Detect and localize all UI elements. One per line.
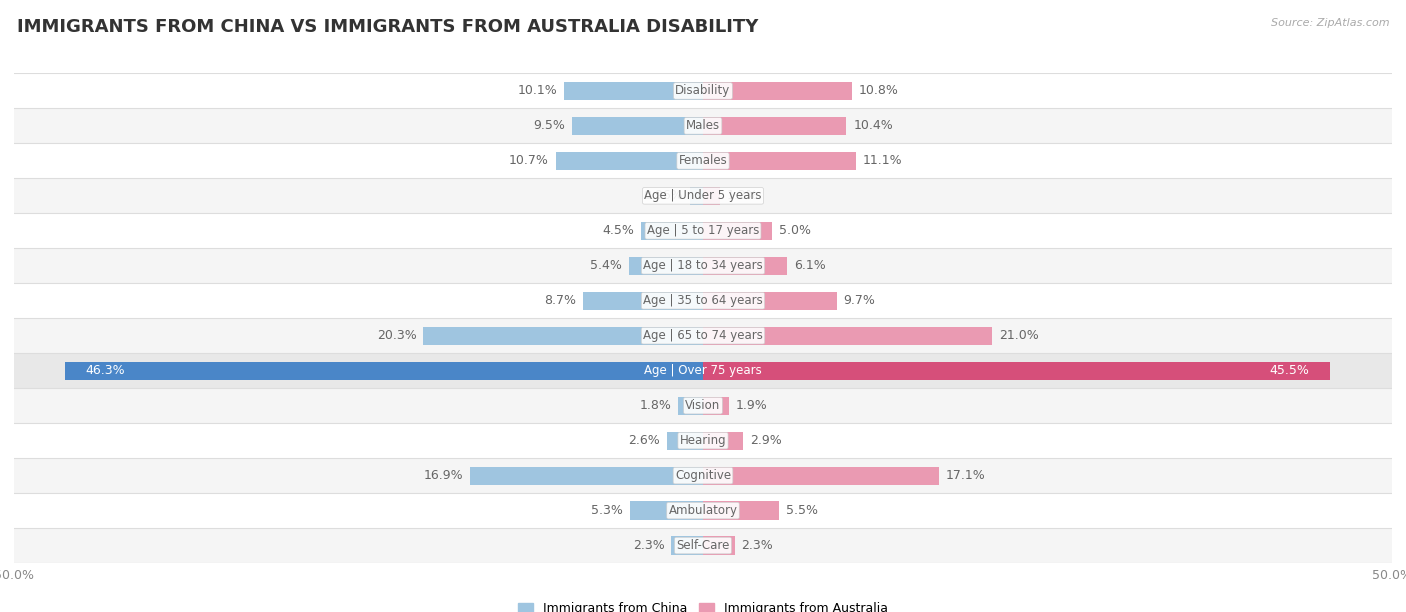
Bar bbox=[14, 214, 1392, 248]
Text: 45.5%: 45.5% bbox=[1270, 364, 1309, 377]
Bar bbox=[668, 431, 703, 450]
Text: Age | Under 5 years: Age | Under 5 years bbox=[644, 189, 762, 203]
Text: 0.96%: 0.96% bbox=[643, 189, 683, 203]
Text: 5.5%: 5.5% bbox=[786, 504, 818, 517]
Text: 46.3%: 46.3% bbox=[86, 364, 125, 377]
Text: Age | 65 to 74 years: Age | 65 to 74 years bbox=[643, 329, 763, 342]
Bar bbox=[65, 362, 703, 380]
Text: 2.9%: 2.9% bbox=[749, 434, 782, 447]
Bar bbox=[14, 283, 1392, 318]
Text: Males: Males bbox=[686, 119, 720, 132]
Bar bbox=[690, 187, 703, 205]
Bar bbox=[14, 73, 1392, 108]
Text: Cognitive: Cognitive bbox=[675, 469, 731, 482]
Bar bbox=[703, 537, 735, 554]
Bar bbox=[703, 152, 856, 170]
Text: 9.7%: 9.7% bbox=[844, 294, 876, 307]
Bar bbox=[703, 222, 772, 240]
Text: 10.8%: 10.8% bbox=[859, 84, 898, 97]
Bar bbox=[703, 397, 730, 415]
Text: 1.9%: 1.9% bbox=[737, 399, 768, 412]
Text: 5.0%: 5.0% bbox=[779, 225, 811, 237]
Bar bbox=[630, 501, 703, 520]
Text: 5.4%: 5.4% bbox=[591, 259, 621, 272]
Text: 1.2%: 1.2% bbox=[727, 189, 758, 203]
Text: 10.1%: 10.1% bbox=[517, 84, 557, 97]
Bar bbox=[14, 108, 1392, 143]
Bar bbox=[703, 327, 993, 345]
Text: 1.8%: 1.8% bbox=[640, 399, 671, 412]
Text: 10.7%: 10.7% bbox=[509, 154, 548, 167]
Bar bbox=[14, 493, 1392, 528]
Bar bbox=[470, 466, 703, 485]
Text: 9.5%: 9.5% bbox=[533, 119, 565, 132]
Bar bbox=[14, 178, 1392, 214]
Text: Age | 5 to 17 years: Age | 5 to 17 years bbox=[647, 225, 759, 237]
Bar bbox=[14, 353, 1392, 388]
Bar bbox=[14, 143, 1392, 178]
Bar bbox=[423, 327, 703, 345]
Bar bbox=[703, 362, 1330, 380]
Text: Age | 18 to 34 years: Age | 18 to 34 years bbox=[643, 259, 763, 272]
Text: 4.5%: 4.5% bbox=[602, 225, 634, 237]
Bar bbox=[14, 318, 1392, 353]
Text: Source: ZipAtlas.com: Source: ZipAtlas.com bbox=[1271, 18, 1389, 28]
Bar bbox=[703, 466, 939, 485]
Bar bbox=[678, 397, 703, 415]
Text: Hearing: Hearing bbox=[679, 434, 727, 447]
Bar bbox=[703, 82, 852, 100]
Text: 20.3%: 20.3% bbox=[377, 329, 416, 342]
Bar bbox=[703, 431, 742, 450]
Bar bbox=[14, 388, 1392, 423]
Text: Disability: Disability bbox=[675, 84, 731, 97]
Bar bbox=[555, 152, 703, 170]
Bar bbox=[14, 528, 1392, 563]
Text: 2.3%: 2.3% bbox=[633, 539, 665, 552]
Legend: Immigrants from China, Immigrants from Australia: Immigrants from China, Immigrants from A… bbox=[513, 597, 893, 612]
Bar bbox=[14, 423, 1392, 458]
Text: 17.1%: 17.1% bbox=[945, 469, 986, 482]
Bar bbox=[641, 222, 703, 240]
Bar bbox=[572, 117, 703, 135]
Bar bbox=[703, 501, 779, 520]
Bar bbox=[703, 256, 787, 275]
Bar bbox=[703, 187, 720, 205]
Text: 10.4%: 10.4% bbox=[853, 119, 893, 132]
Text: Females: Females bbox=[679, 154, 727, 167]
Text: 2.3%: 2.3% bbox=[741, 539, 773, 552]
Text: 21.0%: 21.0% bbox=[1000, 329, 1039, 342]
Bar bbox=[703, 117, 846, 135]
Bar bbox=[564, 82, 703, 100]
Text: 2.6%: 2.6% bbox=[628, 434, 661, 447]
Text: 6.1%: 6.1% bbox=[794, 259, 825, 272]
Text: 16.9%: 16.9% bbox=[423, 469, 463, 482]
Text: Vision: Vision bbox=[685, 399, 721, 412]
Text: 11.1%: 11.1% bbox=[863, 154, 903, 167]
Text: IMMIGRANTS FROM CHINA VS IMMIGRANTS FROM AUSTRALIA DISABILITY: IMMIGRANTS FROM CHINA VS IMMIGRANTS FROM… bbox=[17, 18, 758, 36]
Text: Self-Care: Self-Care bbox=[676, 539, 730, 552]
Text: Age | 35 to 64 years: Age | 35 to 64 years bbox=[643, 294, 763, 307]
Bar bbox=[14, 248, 1392, 283]
Bar bbox=[583, 292, 703, 310]
Bar bbox=[703, 292, 837, 310]
Bar bbox=[671, 537, 703, 554]
Text: 5.3%: 5.3% bbox=[591, 504, 623, 517]
Bar bbox=[14, 458, 1392, 493]
Text: 8.7%: 8.7% bbox=[544, 294, 576, 307]
Bar bbox=[628, 256, 703, 275]
Text: Age | Over 75 years: Age | Over 75 years bbox=[644, 364, 762, 377]
Text: Ambulatory: Ambulatory bbox=[668, 504, 738, 517]
